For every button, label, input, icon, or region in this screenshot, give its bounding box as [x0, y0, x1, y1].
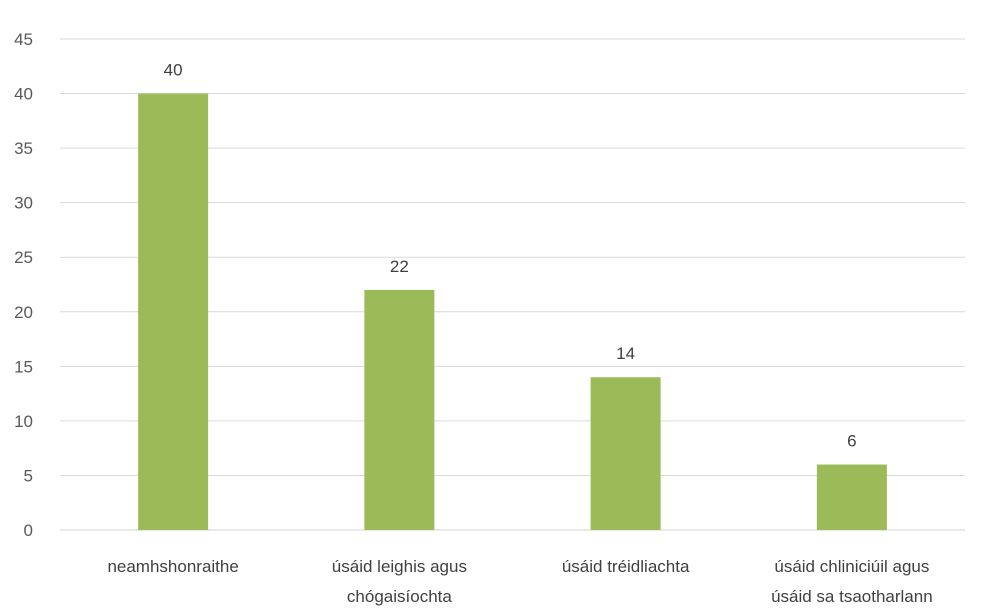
y-axis-ticks: 0 5 10 15 20 25 30 35 40 45 [14, 30, 33, 540]
y-tick-label: 5 [24, 466, 33, 485]
data-label: 14 [616, 344, 635, 363]
bar [364, 289, 435, 530]
x-category-label: úsáid chliniciúil agus [774, 557, 929, 576]
y-tick-label: 45 [14, 30, 33, 49]
y-tick-label: 15 [14, 357, 33, 376]
x-category-label: úsáid sa tsaotharlann [771, 587, 933, 606]
bar [816, 464, 887, 530]
x-category-label: chógaisíochta [347, 587, 452, 606]
data-labels: 40 22 14 6 [164, 61, 857, 451]
y-tick-label: 25 [14, 248, 33, 267]
bar [590, 377, 661, 530]
data-label: 22 [390, 257, 409, 276]
y-tick-label: 10 [14, 412, 33, 431]
y-tick-label: 20 [14, 303, 33, 322]
data-label: 40 [164, 61, 183, 80]
x-axis-categories: neamhshonraithe úsáid leighis agus chógais… [107, 557, 932, 606]
y-tick-label: 0 [24, 521, 33, 540]
x-category-label: neamhshonraithe [107, 557, 238, 576]
y-tick-label: 35 [14, 139, 33, 158]
y-tick-label: 40 [14, 85, 33, 104]
bars [138, 93, 887, 531]
x-category-label: úsáid leighis agus [332, 557, 467, 576]
y-tick-label: 30 [14, 194, 33, 213]
gridlines [60, 38, 965, 531]
bar [138, 93, 209, 531]
x-category-label: úsáid tréidliachta [562, 557, 690, 576]
data-label: 6 [847, 432, 856, 451]
